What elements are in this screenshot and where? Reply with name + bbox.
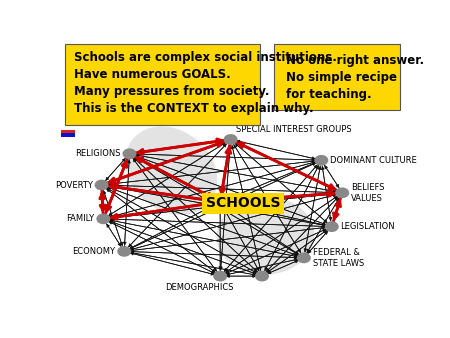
Text: FEDERAL &
STATE LAWS: FEDERAL & STATE LAWS — [313, 248, 364, 268]
Bar — [62, 134, 76, 137]
FancyBboxPatch shape — [274, 45, 400, 110]
Text: FAMILY: FAMILY — [67, 214, 94, 223]
Circle shape — [256, 271, 268, 281]
Bar — [62, 129, 76, 133]
Circle shape — [95, 180, 108, 190]
Circle shape — [97, 214, 110, 223]
Circle shape — [336, 188, 348, 197]
Text: DOMINANT CULTURE: DOMINANT CULTURE — [330, 156, 417, 165]
Text: POVERTY: POVERTY — [55, 180, 93, 190]
Ellipse shape — [126, 126, 217, 215]
Circle shape — [118, 247, 130, 256]
Circle shape — [315, 155, 328, 165]
Text: SPECIAL INTEREST GROUPS: SPECIAL INTEREST GROUPS — [236, 125, 351, 134]
Text: Schools are complex social institutions.
Have numerous GOALS.
Many pressures fro: Schools are complex social institutions.… — [74, 51, 337, 115]
FancyBboxPatch shape — [65, 45, 260, 125]
Circle shape — [214, 197, 226, 207]
Text: LEGISLATION: LEGISLATION — [341, 222, 395, 231]
Circle shape — [214, 271, 226, 281]
Text: No one right answer.
No simple recipe
for teaching.: No one right answer. No simple recipe fo… — [287, 54, 424, 101]
Text: SCHOOLS: SCHOOLS — [206, 196, 280, 210]
Text: RELIGIONS: RELIGIONS — [75, 149, 121, 158]
Text: BELIEFS
VALUES: BELIEFS VALUES — [351, 183, 384, 202]
Circle shape — [225, 135, 237, 144]
Text: ECONOMY: ECONOMY — [72, 247, 116, 256]
Circle shape — [123, 149, 136, 159]
Circle shape — [325, 222, 338, 231]
Ellipse shape — [216, 197, 315, 275]
Text: DEMOGRAPHICS: DEMOGRAPHICS — [165, 283, 234, 292]
Circle shape — [297, 253, 310, 263]
